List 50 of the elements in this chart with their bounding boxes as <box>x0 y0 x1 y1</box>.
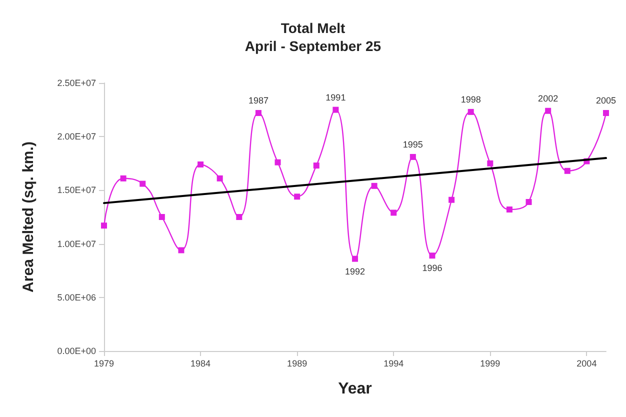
point <box>101 222 107 229</box>
point <box>448 196 455 203</box>
annotation: 1991 <box>326 92 346 102</box>
point <box>487 160 494 166</box>
x-tick-label: 2004 <box>576 358 597 368</box>
point <box>120 175 126 182</box>
point <box>545 108 552 114</box>
point <box>313 162 320 169</box>
point <box>564 168 570 174</box>
x-axis-title: Year <box>338 380 372 398</box>
point <box>603 110 609 116</box>
y-tick-label: 2.00E+07 <box>57 132 96 142</box>
point <box>216 175 223 182</box>
y-tick-label: 1.50E+07 <box>57 185 96 196</box>
annotation: 2002 <box>538 93 558 104</box>
x-tick-label: 1999 <box>480 358 500 368</box>
point <box>506 206 512 212</box>
annotation: 1995 <box>402 139 423 150</box>
point <box>178 247 184 254</box>
y-tick-label: 2.50E+07 <box>57 78 96 88</box>
x-tick-label: 1979 <box>94 358 114 368</box>
chart-title: Total Melt <box>280 20 346 36</box>
annotation: 2005 <box>596 96 616 106</box>
point <box>390 210 397 216</box>
point <box>274 159 281 166</box>
annotation: 1998 <box>460 94 481 104</box>
point <box>371 182 378 189</box>
x-tick-label: 1984 <box>190 358 211 368</box>
y-tick-label: 5.00E+06 <box>57 292 96 302</box>
y-tick-label: 0.00E+00 <box>57 346 96 356</box>
point <box>255 110 262 116</box>
annotation: 1996 <box>422 263 442 274</box>
point <box>429 252 436 259</box>
y-tick-label: 1.00E+07 <box>57 238 96 249</box>
point <box>352 256 358 262</box>
x-tick-label: 1989 <box>287 358 308 368</box>
y-axis-title: Area Melted (sq. km.) <box>20 142 37 292</box>
point <box>158 214 165 220</box>
point <box>198 161 204 168</box>
chart-subtitle: April - September 25 <box>244 38 382 54</box>
point <box>236 214 242 220</box>
point <box>140 180 146 187</box>
x-tick-label: 1994 <box>384 358 404 368</box>
point <box>332 106 339 113</box>
point <box>294 194 300 200</box>
annotation: 1987 <box>248 96 268 106</box>
annotation: 1992 <box>344 266 366 276</box>
point <box>526 198 532 205</box>
point <box>468 108 474 115</box>
point <box>410 154 416 160</box>
